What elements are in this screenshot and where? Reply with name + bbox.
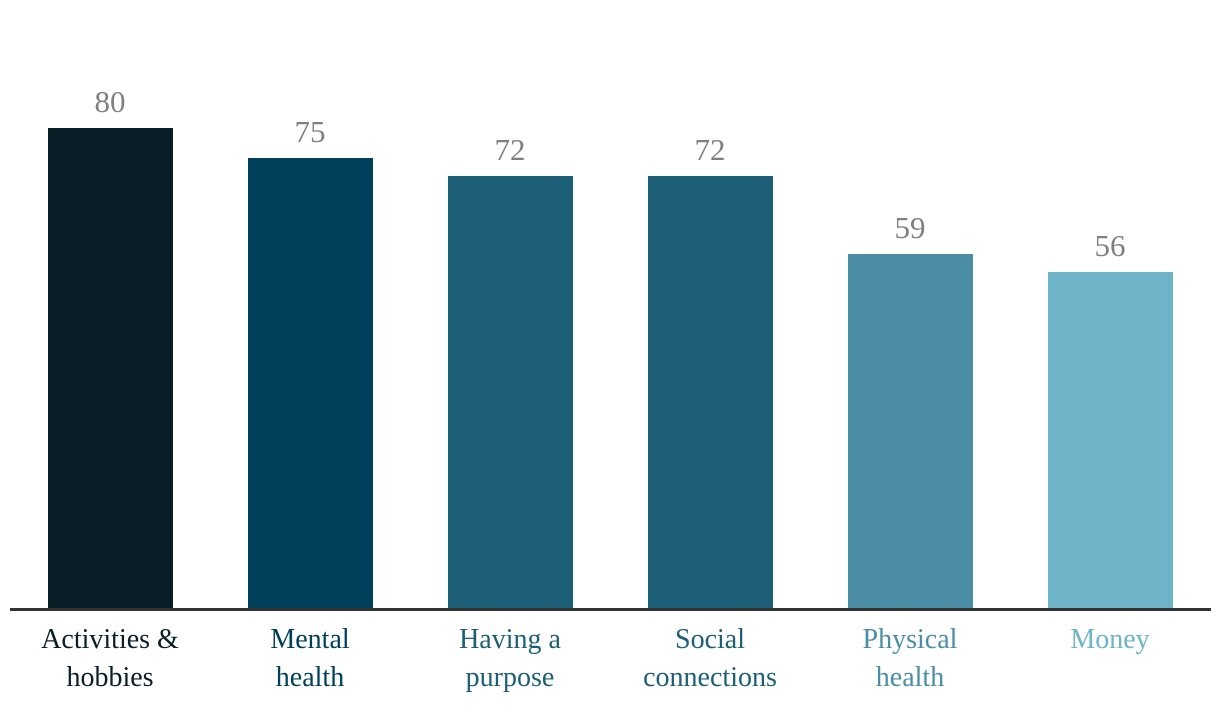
category-label: Social connections xyxy=(600,621,820,697)
bar-value-label: 56 xyxy=(1094,228,1126,263)
category-label-line: purpose xyxy=(465,662,555,693)
category-label: Money xyxy=(1000,621,1220,659)
bar xyxy=(247,158,373,608)
bar-value-label: 80 xyxy=(94,84,126,119)
category-label: Having a purpose xyxy=(400,621,620,697)
category-label-line: Money xyxy=(1070,624,1150,655)
bar-group: 75 Mental health xyxy=(210,0,410,714)
category-label: Physical health xyxy=(800,621,1020,697)
bar-value-label: 72 xyxy=(694,132,726,167)
x-axis-line xyxy=(10,608,1211,611)
bar xyxy=(447,176,573,608)
bar-group: 80 Activities & hobbies xyxy=(10,0,210,714)
bar xyxy=(1047,272,1173,608)
category-label-line: health xyxy=(275,662,345,693)
category-label-line: Mental xyxy=(270,624,350,655)
category-label-line: connections xyxy=(643,662,777,693)
category-label: Activities & hobbies xyxy=(0,621,220,697)
category-label-line: Physical xyxy=(862,624,958,655)
category-label-line: health xyxy=(875,662,945,693)
category-label-line: hobbies xyxy=(66,662,154,693)
bar-group: 56 Money xyxy=(1010,0,1210,714)
bar-group: 72 Having a purpose xyxy=(410,0,610,714)
category-label-line: Having a xyxy=(459,624,561,655)
category-label-line: Social xyxy=(675,624,745,655)
bar-value-label: 75 xyxy=(294,114,326,149)
bar-value-label: 59 xyxy=(894,210,926,245)
bar-group: 72 Social connections xyxy=(610,0,810,714)
category-label: Mental health xyxy=(200,621,420,697)
bar xyxy=(47,128,173,608)
bar-value-label: 72 xyxy=(494,132,526,167)
bar xyxy=(847,254,973,608)
bar-group: 59 Physical health xyxy=(810,0,1010,714)
bar xyxy=(647,176,773,608)
category-label-line: Activities & xyxy=(41,624,179,655)
